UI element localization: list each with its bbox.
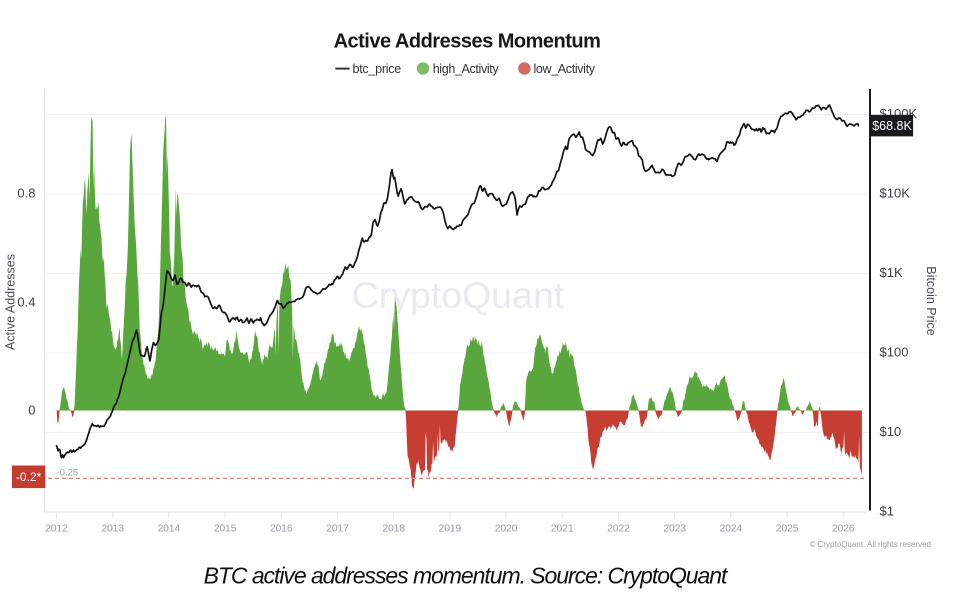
svg-text:$68.8K: $68.8K <box>872 119 912 133</box>
svg-text:2025: 2025 <box>776 523 799 535</box>
svg-text:2019: 2019 <box>439 523 462 535</box>
svg-text:0.4: 0.4 <box>17 295 35 310</box>
svg-text:Active Addresses: Active Addresses <box>4 254 18 350</box>
svg-text:BTC active addresses momentum.: BTC active addresses momentum. Source: C… <box>204 563 729 589</box>
svg-text:© CryptoQuant. All rights rese: © CryptoQuant. All rights reserved <box>810 540 932 549</box>
svg-text:low_Activity: low_Activity <box>534 62 596 76</box>
svg-text:high_Activity: high_Activity <box>433 62 500 76</box>
svg-text:-0.25: -0.25 <box>57 468 79 479</box>
svg-text:2015: 2015 <box>214 523 237 535</box>
svg-text:2022: 2022 <box>607 523 630 535</box>
svg-text:$10: $10 <box>880 424 902 439</box>
svg-text:$1K: $1K <box>880 265 903 280</box>
svg-text:2026: 2026 <box>832 523 855 535</box>
svg-text:2020: 2020 <box>495 523 518 535</box>
svg-text:$10K: $10K <box>880 186 911 201</box>
svg-text:2021: 2021 <box>551 523 574 535</box>
svg-text:2016: 2016 <box>270 523 293 535</box>
svg-text:2012: 2012 <box>45 523 68 535</box>
svg-text:2014: 2014 <box>158 523 181 535</box>
svg-text:0: 0 <box>28 402 35 417</box>
svg-text:2023: 2023 <box>663 523 686 535</box>
svg-text:2024: 2024 <box>720 523 743 535</box>
svg-text:$100: $100 <box>880 345 909 360</box>
svg-text:btc_price: btc_price <box>353 62 402 76</box>
svg-text:2017: 2017 <box>326 523 349 535</box>
svg-text:-0.2*: -0.2* <box>16 470 42 484</box>
svg-text:Bitcoin Price: Bitcoin Price <box>924 266 938 336</box>
svg-text:2018: 2018 <box>382 523 405 535</box>
svg-text:$1: $1 <box>880 504 894 519</box>
svg-text:2013: 2013 <box>101 523 124 535</box>
svg-text:CryptoQuant: CryptoQuant <box>352 274 565 316</box>
svg-text:Active Addresses Momentum: Active Addresses Momentum <box>334 31 601 53</box>
svg-text:0.8: 0.8 <box>17 185 35 200</box>
